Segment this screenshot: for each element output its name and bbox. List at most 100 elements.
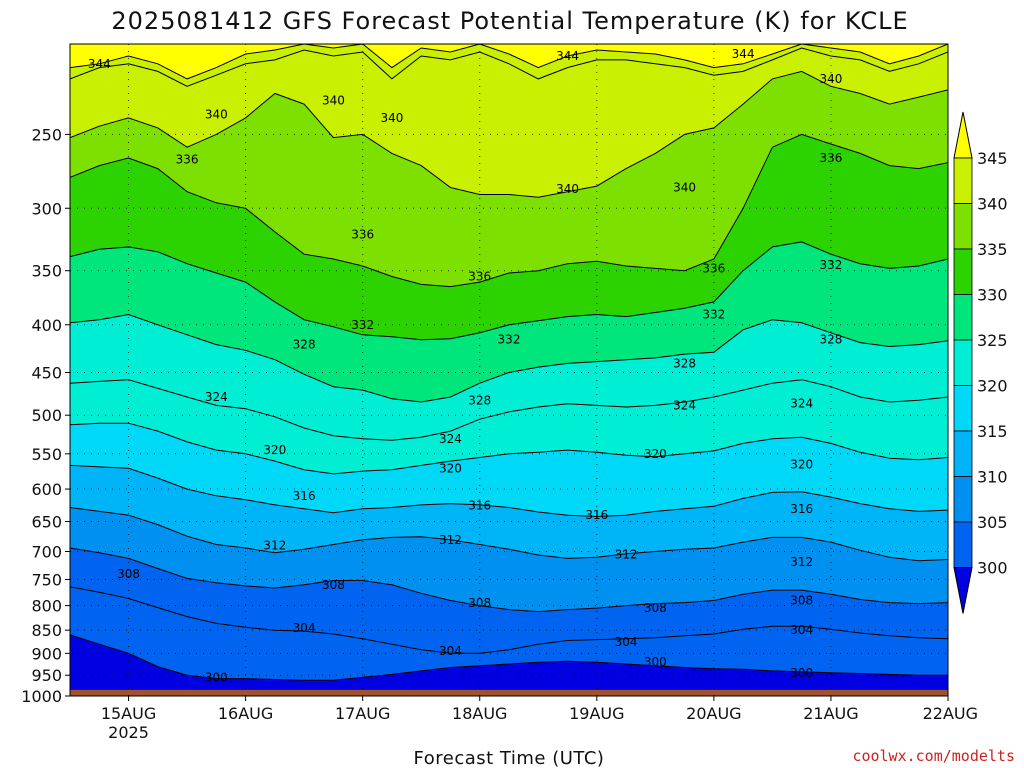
x-tick-label-18AUG: 18AUG [452, 704, 507, 723]
colorbar-tick-305: 305 [977, 513, 1008, 532]
contour-label-324: 324 [439, 432, 462, 446]
contour-label-304: 304 [293, 621, 316, 635]
colorbar-tick-330: 330 [977, 286, 1008, 305]
contour-label-340: 340 [673, 180, 696, 194]
contour-label-308: 308 [790, 594, 813, 608]
contour-label-324: 324 [205, 390, 228, 404]
contour-label-344: 344 [556, 49, 579, 63]
contour-labels: 344 344 344 340 340 340 340 340 340 336 336 336 336 3… [88, 47, 843, 684]
contour-label-328: 328 [468, 393, 491, 407]
isentrope-320 [70, 422, 948, 475]
contour-label-340: 340 [556, 182, 579, 196]
colorbar-bin-320-325 [953, 339, 973, 386]
contour-label-340: 340 [322, 94, 345, 108]
contour-label-332: 332 [819, 258, 842, 272]
isentrope-324 [70, 379, 948, 441]
contour-label-332: 332 [351, 318, 374, 332]
fill-above-345 [70, 44, 948, 79]
y-tick-label-350: 350 [31, 262, 62, 281]
colorbar-bottom-triangle [953, 567, 973, 614]
colorbar-bin-340-345 [953, 157, 973, 204]
contour-label-316: 316 [790, 502, 813, 516]
contour-label-304: 304 [615, 635, 638, 649]
y-tick-label-700: 700 [31, 543, 62, 562]
isentrope-300 [70, 634, 948, 681]
credit-text[interactable]: coolwx.com/modelts [852, 747, 1015, 765]
colorbar-tick-335: 335 [977, 240, 1008, 259]
x-tick-label-17AUG: 17AUG [335, 704, 390, 723]
y-tick-label-1000: 1000 [21, 687, 62, 706]
y-tick-label-950: 950 [31, 666, 62, 685]
contour-label-324: 324 [790, 397, 813, 411]
y-tick-label-750: 750 [31, 570, 62, 589]
x-tick-label-22AUG: 22AUG [923, 704, 978, 723]
colorbar: 345 340 335 330 325 320 315 310 305 300 [953, 111, 1008, 614]
x-tick-label-21AUG: 21AUG [803, 704, 858, 723]
x-tick-label-20AUG: 20AUG [686, 704, 741, 723]
colorbar-tick-310: 310 [977, 468, 1008, 487]
plot-frame [69, 43, 949, 697]
contour-label-344: 344 [88, 57, 111, 71]
y-axis-ticks: 250 300 350 400 450 500 550 600 650 700 750 800 850 9… [21, 125, 70, 706]
contour-label-300: 300 [644, 655, 667, 669]
contour-label-312: 312 [439, 533, 462, 547]
contour-label-308: 308 [644, 601, 667, 615]
x-tick-label-16AUG: 16AUG [218, 704, 273, 723]
isentrope-304 [70, 586, 948, 654]
contour-label-344: 344 [732, 47, 755, 61]
contour-label-312: 312 [615, 547, 638, 561]
x-tick-label-19AUG: 19AUG [569, 704, 624, 723]
colorbar-bin-325-330 [953, 294, 973, 341]
y-tick-label-500: 500 [31, 406, 62, 425]
y-tick-label-400: 400 [31, 316, 62, 335]
theta-fill-layer [70, 44, 948, 696]
contour-label-324: 324 [673, 398, 696, 412]
x-axis-label: Forecast Time (UTC) [414, 748, 605, 768]
colorbar-tick-345: 345 [977, 149, 1008, 168]
contour-label-328: 328 [293, 338, 316, 352]
contour-label-316: 316 [468, 499, 491, 513]
x-tick-sublabel-2025: 2025 [108, 723, 149, 742]
y-tick-label-600: 600 [31, 480, 62, 499]
contour-label-336: 336 [176, 153, 199, 167]
colorbar-top-triangle [953, 111, 973, 159]
terrain-strip [70, 689, 948, 696]
contour-label-336: 336 [819, 151, 842, 165]
colorbar-tick-325: 325 [977, 331, 1008, 350]
contour-label-304: 304 [790, 623, 813, 637]
contour-label-316: 316 [585, 508, 608, 522]
contour-label-320: 320 [644, 447, 667, 461]
contour-label-300: 300 [790, 666, 813, 680]
isentrope-contours [70, 44, 948, 681]
contour-label-312: 312 [790, 555, 813, 569]
y-tick-label-250: 250 [31, 125, 62, 144]
contour-label-312: 312 [263, 539, 286, 553]
colorbar-bin-305-310 [953, 476, 973, 523]
isentrope-332 [70, 241, 948, 341]
contour-label-308: 308 [322, 578, 345, 592]
y-tick-label-650: 650 [31, 512, 62, 531]
y-tick-label-850: 850 [31, 621, 62, 640]
contour-label-336: 336 [702, 261, 725, 275]
colorbar-bin-310-315 [953, 430, 973, 477]
colorbar-bin-300-305 [953, 521, 973, 568]
isentrope-344 [70, 47, 948, 87]
isentrope-340 [70, 70, 948, 198]
contour-label-332: 332 [498, 333, 521, 347]
contour-label-320: 320 [790, 458, 813, 472]
isentrope-308 [70, 547, 948, 613]
x-tick-label-15AUG: 15AUG [101, 704, 156, 723]
isentrope-312 [70, 507, 948, 562]
colorbar-tick-315: 315 [977, 422, 1008, 441]
fill-above-340 [70, 44, 948, 198]
contour-label-308: 308 [117, 567, 140, 581]
contour-label-340: 340 [380, 111, 403, 125]
contour-label-300: 300 [205, 670, 228, 684]
y-tick-label-450: 450 [31, 364, 62, 383]
colorbar-tick-300: 300 [977, 559, 1008, 578]
contour-label-328: 328 [673, 356, 696, 370]
colorbar-bin-315-320 [953, 385, 973, 432]
contour-label-336: 336 [468, 269, 491, 283]
